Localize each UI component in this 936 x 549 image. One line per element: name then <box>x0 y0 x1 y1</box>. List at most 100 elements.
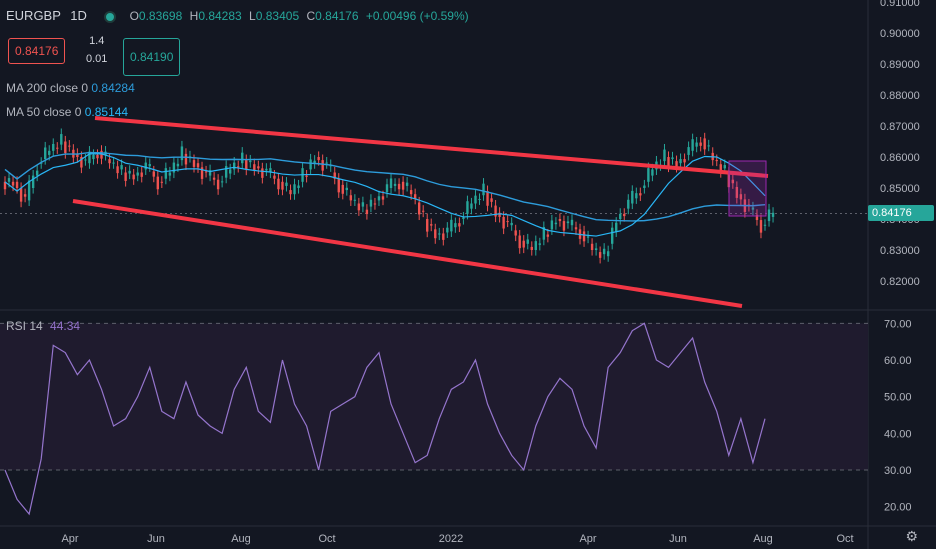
candle-body <box>132 174 135 180</box>
candle-body <box>442 233 445 240</box>
candle-body <box>478 198 481 200</box>
candle-body <box>321 160 324 171</box>
candle-body <box>639 193 642 196</box>
candle-body <box>373 203 377 205</box>
price-axis-label: 0.91000 <box>880 0 920 9</box>
candle-body <box>703 138 706 150</box>
candle-body <box>434 229 437 239</box>
candle-body <box>719 164 722 173</box>
buy-button[interactable]: 0.84190 <box>123 38 181 76</box>
rsi-axis-label: 70.00 <box>884 318 912 330</box>
rsi-axis-label: 20.00 <box>884 502 912 514</box>
candle-body <box>458 223 461 227</box>
candle-body <box>76 153 79 157</box>
candle-body <box>44 147 47 160</box>
symbol-name[interactable]: EURGBP <box>6 8 61 23</box>
candle-body <box>369 199 373 207</box>
candle-body <box>751 207 755 210</box>
candle-body <box>15 181 19 188</box>
candle-body <box>635 193 638 199</box>
candle-body <box>56 147 59 149</box>
candle-body <box>470 203 473 209</box>
candle-body <box>594 248 598 250</box>
candle-body <box>510 222 513 226</box>
time-axis-label: Jun <box>669 533 687 545</box>
candle-body <box>176 163 180 167</box>
candle-body <box>466 201 469 214</box>
low-value: 0.83405 <box>255 9 300 23</box>
candle-body <box>361 202 365 207</box>
candle-body <box>474 195 477 204</box>
candle-body <box>313 160 316 164</box>
market-status-icon <box>104 10 117 23</box>
candle-body <box>405 182 409 186</box>
candle-body <box>667 157 670 167</box>
candle-body <box>546 234 550 237</box>
candle-body <box>293 184 296 195</box>
candle-body <box>422 210 425 212</box>
upper-trendline <box>94 116 769 178</box>
candle-body <box>305 175 308 177</box>
open-value: 0.83698 <box>138 9 183 23</box>
candle-body <box>249 160 252 163</box>
candle-body <box>502 216 505 229</box>
candle-body <box>606 251 610 257</box>
candle-body <box>671 157 674 160</box>
ma50-legend[interactable]: MA 50 close 0 0.85144 <box>6 105 129 119</box>
candle-body <box>27 180 31 201</box>
candle-body <box>152 171 155 177</box>
candle-body <box>253 164 256 171</box>
candle-body <box>385 184 389 193</box>
ma50-value: 0.85144 <box>84 105 129 119</box>
candle-body <box>124 172 127 181</box>
sell-button[interactable]: 0.84176 <box>8 38 66 64</box>
time-axis-label: Apr <box>61 533 78 545</box>
candle-body <box>64 141 67 154</box>
gear-icon[interactable]: ⚙ <box>905 528 918 544</box>
candle-body <box>598 252 602 258</box>
candle-body <box>204 171 208 173</box>
candle-body <box>112 162 115 164</box>
change-value: +0.00496 (+0.59%) <box>365 9 469 23</box>
time-axis-label: Aug <box>231 533 251 545</box>
candle-body <box>108 159 111 164</box>
candle-body <box>257 166 260 169</box>
candle-body <box>212 177 216 180</box>
candle-body <box>393 183 397 186</box>
candle-body <box>759 220 763 233</box>
price-axis-label: 0.86000 <box>880 152 920 164</box>
candle-body <box>208 170 212 176</box>
rsi-legend[interactable]: RSI 14 44.34 <box>6 319 81 333</box>
symbol-header: EURGBP 1D O0.83698 H0.84283 L0.83405 C0.… <box>6 8 469 23</box>
candle-body <box>538 243 542 245</box>
candle-body <box>417 202 421 215</box>
candle-body <box>771 212 775 217</box>
candle-body <box>19 188 23 202</box>
candle-body <box>365 209 369 215</box>
candle-body <box>241 152 244 164</box>
ma200-legend[interactable]: MA 200 close 0 0.84284 <box>6 81 135 95</box>
candle-body <box>341 184 344 194</box>
interval-label[interactable]: 1D <box>70 8 87 23</box>
high-value: 0.84283 <box>198 9 242 23</box>
price-axis-label: 0.85000 <box>880 183 920 195</box>
rsi-axis-label: 30.00 <box>884 465 912 477</box>
candle-body <box>413 194 417 199</box>
candle-body <box>48 150 51 155</box>
candle-body <box>52 143 55 151</box>
rsi-axis-label: 40.00 <box>884 428 912 440</box>
candle-body <box>196 163 200 168</box>
candle-body <box>643 185 646 188</box>
candle-body <box>623 213 626 217</box>
highlight-box <box>728 160 767 217</box>
candle-body <box>317 157 320 161</box>
candle-body <box>92 154 95 160</box>
candle-body <box>68 145 71 147</box>
rsi-line <box>4 322 766 516</box>
candle-body <box>233 162 236 170</box>
candle-body <box>695 142 698 147</box>
candle-body <box>381 196 385 200</box>
candle-body <box>482 183 485 196</box>
candle-body <box>96 154 99 159</box>
